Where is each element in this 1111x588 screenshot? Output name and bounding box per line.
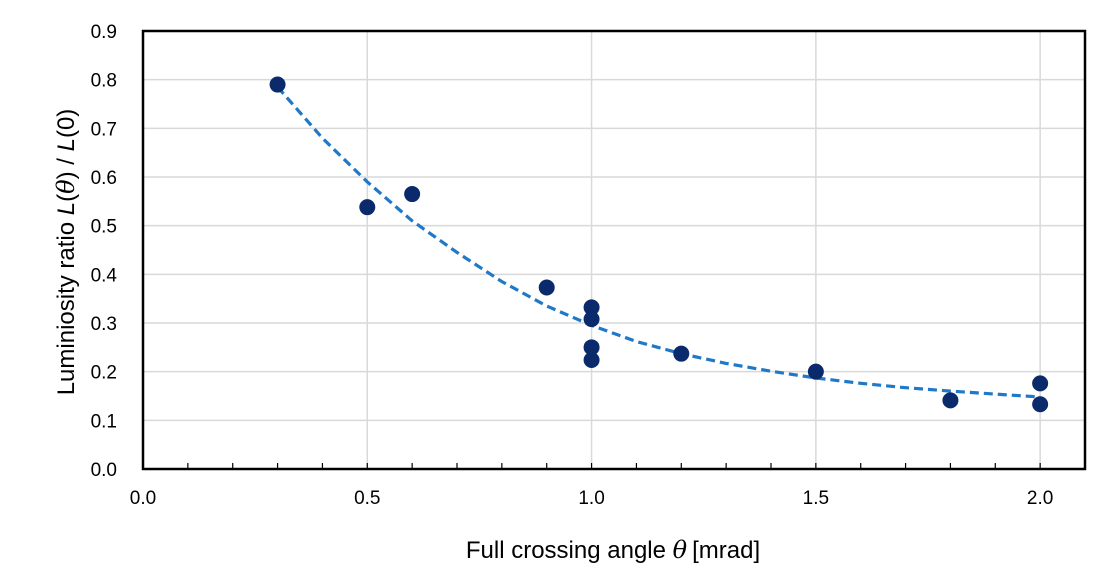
y-tick-label: 0.0 [91, 460, 117, 481]
y-tick-label: 0.9 [91, 22, 117, 43]
x-tick-label: 1.0 [578, 488, 604, 509]
x-axis-title-text: Full crossing angle [466, 537, 673, 564]
data-point [538, 279, 555, 296]
x-axis-title-symbol: θ [673, 536, 688, 564]
x-tick-label: 2.0 [1027, 488, 1053, 509]
y-axis-title-L-denominator: L [53, 138, 80, 151]
data-point [673, 345, 690, 362]
data-point [807, 363, 824, 380]
y-tick-label: 0.6 [91, 168, 117, 189]
trendline [276, 85, 1041, 399]
y-tick-label: 0.4 [91, 265, 118, 286]
y-axis-title-L-numerator: L [53, 202, 80, 215]
data-point [942, 392, 959, 409]
x-tick-label: 0.0 [130, 488, 156, 509]
data-point [404, 186, 421, 203]
x-axis-title-unit: [mrad] [692, 537, 760, 564]
y-tick-label: 0.1 [91, 411, 117, 432]
y-axis-ticks: 0.0 0.1 0.2 0.3 0.4 0.5 0.6 0.7 0.8 0.9 [91, 22, 118, 481]
data-point [583, 351, 600, 368]
x-tick-label: 0.5 [354, 488, 380, 509]
plot-frame [141, 29, 1087, 471]
y-axis-title-open-paren: ( [53, 194, 80, 202]
x-axis-title: Full crossing angle θ [mrad] [466, 536, 760, 564]
data-point [359, 199, 376, 216]
y-tick-label: 0.3 [91, 314, 117, 335]
y-tick-label: 0.2 [91, 363, 117, 384]
trendline-layer [276, 85, 1041, 399]
data-point [1032, 396, 1049, 413]
x-axis-ticks: 0.0 0.5 1.0 1.5 2.0 [130, 463, 1053, 509]
y-axis-title-text: Luminiosity ratio [53, 215, 80, 395]
y-axis-title-slash: / [53, 151, 80, 171]
x-tick-label: 1.5 [803, 488, 829, 509]
data-point [1032, 375, 1049, 392]
data-points [269, 76, 1049, 413]
data-point [269, 76, 286, 93]
y-axis-title-close-paren: ) [53, 171, 80, 179]
data-point [583, 339, 600, 356]
y-axis-title: Luminiosity ratio L(θ) / L(0) [52, 109, 80, 396]
data-point [583, 299, 600, 316]
y-axis-title-theta: θ [52, 179, 80, 194]
y-tick-label: 0.7 [91, 119, 117, 140]
y-axis-title-zero: (0) [53, 109, 80, 138]
y-tick-label: 0.8 [91, 71, 117, 92]
data-point [583, 311, 600, 328]
y-tick-label: 0.5 [91, 217, 117, 238]
